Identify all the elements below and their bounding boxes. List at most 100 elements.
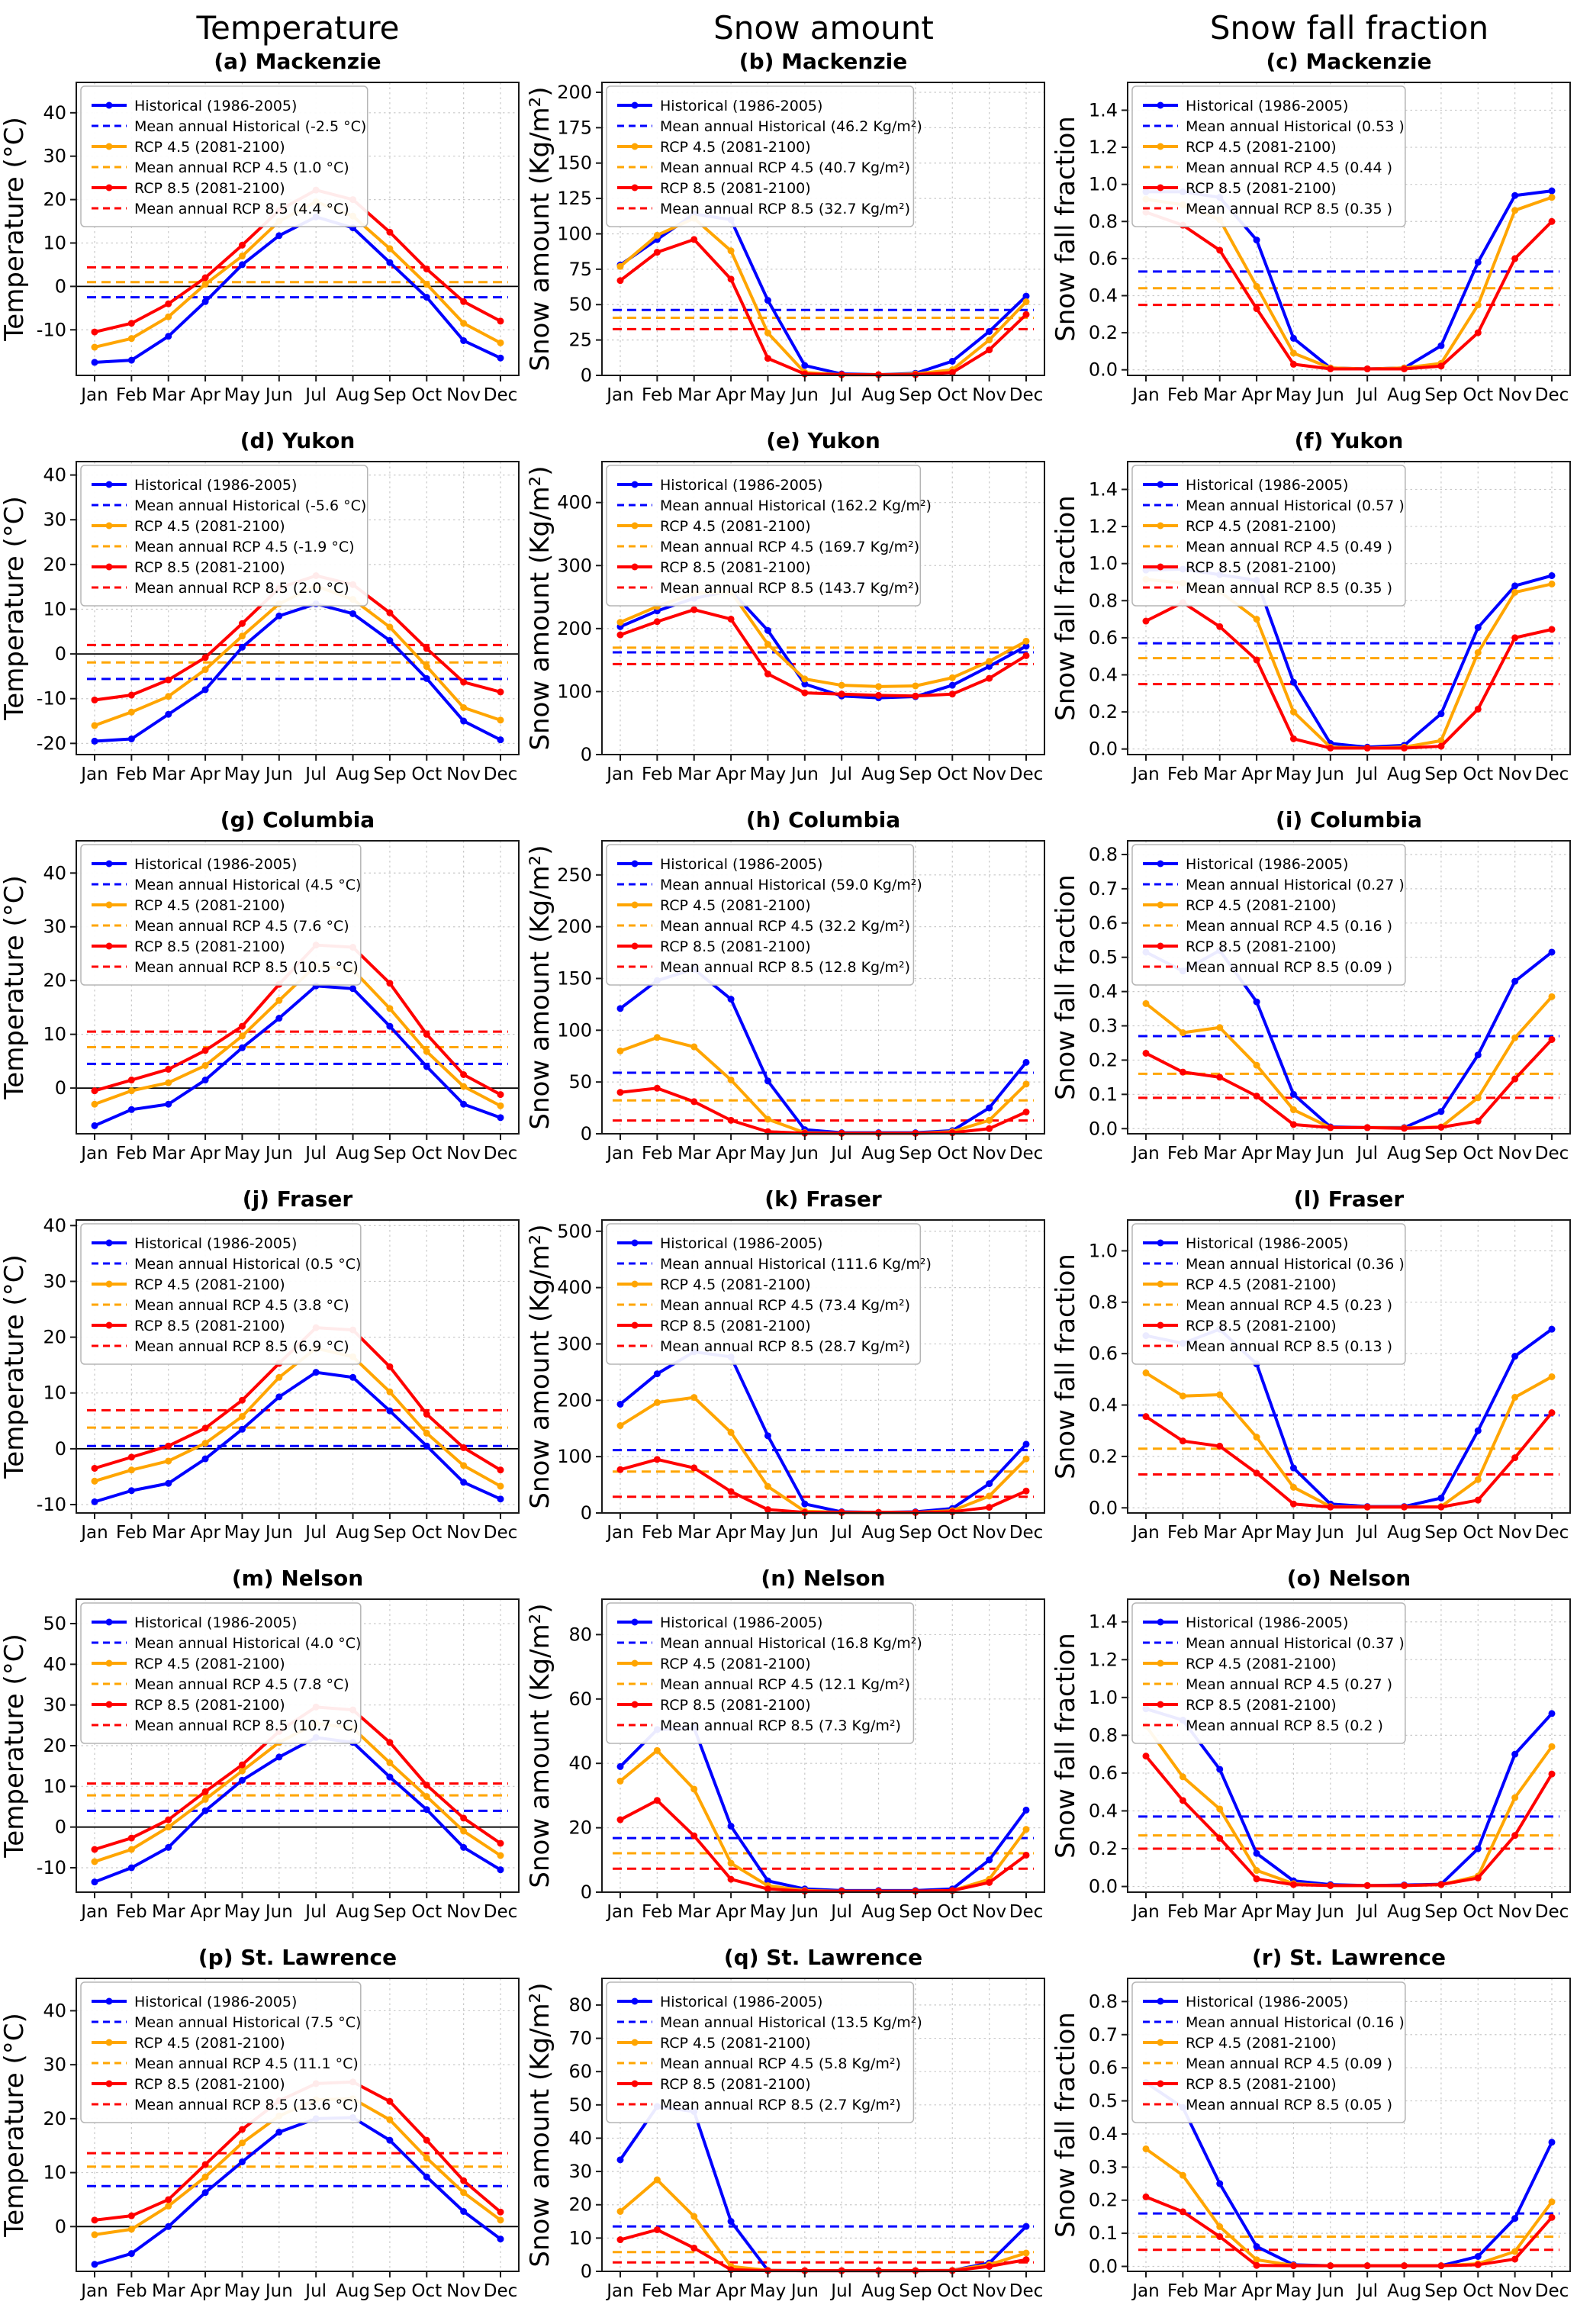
x-tick-label: Mar [152, 764, 185, 784]
marker-rcp45 [1289, 349, 1297, 357]
legend-label: Mean annual RCP 8.5 (12.8 Kg/m²) [660, 959, 910, 976]
y-tick-label: 0.6 [1089, 1762, 1118, 1784]
marker-historical [460, 1479, 468, 1486]
legend-label: Mean annual Historical (0.37 ) [1186, 1635, 1405, 1652]
legend-box [80, 1602, 362, 1744]
marker-historical [497, 1495, 504, 1503]
y-tick-label: 0.6 [1089, 2057, 1118, 2078]
x-tick-label: Nov [446, 1523, 481, 1543]
marker-historical [1289, 1464, 1297, 1472]
legend-sample-marker [105, 143, 113, 150]
legend-label: RCP 4.5 (2081-2100) [1186, 139, 1337, 156]
panel-title: (g) Columbia [220, 807, 375, 832]
marker-rcp85 [127, 320, 135, 327]
marker-rcp45 [838, 681, 845, 689]
legend-label: RCP 8.5 (2081-2100) [660, 180, 811, 197]
y-tick-label: 500 [557, 1221, 592, 1242]
x-tick-label: Jun [790, 1902, 819, 1922]
legend-sample-marker [631, 563, 639, 571]
y-tick-label: 10 [43, 1024, 66, 1045]
marker-rcp85 [1511, 1832, 1519, 1840]
marker-rcp85 [1363, 1881, 1371, 1889]
panel-title: (r) St. Lawrence [1252, 1945, 1446, 1970]
chart-a: -10 0 10 20 30 40 Jan Feb Mar Apr May Jun Jul Aug Sep O… [0, 49, 520, 405]
marker-rcp85 [616, 631, 624, 639]
marker-rcp85 [127, 1834, 135, 1842]
marker-rcp45 [1022, 637, 1030, 645]
marker-historical [423, 674, 430, 682]
x-tick-label: Sep [899, 2281, 932, 2301]
marker-historical [127, 1864, 135, 1872]
x-tick-label: Nov [972, 1902, 1006, 1922]
marker-historical [1437, 342, 1445, 349]
legend-box [1131, 1981, 1406, 2123]
marker-historical [275, 1015, 283, 1022]
y-tick-label: 0.3 [1089, 1016, 1118, 1037]
x-tick-label: Dec [1535, 385, 1569, 405]
y-tick-label: 80 [568, 1624, 592, 1645]
marker-rcp85 [1363, 365, 1371, 372]
column-header-snow-amount: Snow amount [713, 8, 934, 47]
legend-label: RCP 8.5 (2081-2100) [1186, 1318, 1337, 1334]
marker-rcp85 [1474, 1117, 1482, 1125]
x-tick-label: May [224, 1144, 261, 1164]
y-axis-label: Snow amount (Kg/m²) [526, 1982, 555, 2267]
y-tick-label: 100 [557, 681, 592, 702]
x-tick-label: Apr [1241, 764, 1272, 784]
marker-historical [1474, 1427, 1482, 1434]
marker-rcp45 [764, 640, 771, 648]
y-tick-label: 50 [568, 1071, 592, 1093]
legend-label: Mean annual RCP 4.5 (40.7 Kg/m²) [660, 159, 910, 176]
marker-rcp85 [238, 241, 246, 249]
marker-rcp85 [764, 670, 771, 678]
marker-historical [201, 2189, 209, 2197]
chart-m: -10 0 10 20 30 40 50 Jan Feb Mar Apr May Jun Jul Aug Se… [0, 1566, 520, 1922]
y-tick-label: 10 [43, 1382, 66, 1404]
y-tick-label: 0.4 [1089, 2123, 1118, 2145]
marker-rcp45 [1289, 1483, 1297, 1491]
x-tick-label: Aug [861, 2281, 896, 2301]
marker-rcp85 [1401, 365, 1408, 372]
marker-rcp85 [1253, 1469, 1260, 1477]
x-tick-label: May [1276, 1523, 1312, 1543]
marker-rcp45 [91, 722, 98, 729]
marker-rcp45 [1548, 194, 1556, 201]
x-tick-label: May [224, 764, 261, 784]
marker-rcp85 [764, 1885, 771, 1893]
x-tick-label: Mar [1203, 1523, 1237, 1543]
legend-box [80, 465, 369, 607]
marker-historical [423, 294, 430, 301]
x-tick-label: Nov [446, 1144, 481, 1164]
marker-rcp85 [1253, 1875, 1260, 1883]
x-tick-label: Mar [152, 385, 185, 405]
marker-historical [238, 643, 246, 651]
legend-box [606, 1981, 915, 2123]
legend-label: RCP 4.5 (2081-2100) [134, 1276, 285, 1293]
marker-rcp85 [238, 2126, 246, 2133]
y-tick-label: 0.4 [1089, 285, 1118, 306]
legend-label: Historical (1986-2005) [660, 1994, 822, 2010]
marker-historical [275, 612, 283, 620]
y-tick-label: 30 [43, 146, 66, 167]
marker-historical [1474, 259, 1482, 266]
legend-box [606, 85, 915, 227]
legend: Historical (1986-2005) Mean annual Histor… [606, 465, 932, 607]
marker-rcp45 [986, 1116, 993, 1124]
marker-rcp85 [653, 1456, 661, 1463]
legend-label: Mean annual RCP 4.5 (12.1 Kg/m²) [660, 1676, 910, 1693]
marker-rcp85 [1216, 1073, 1224, 1081]
x-tick-label: Jul [304, 764, 327, 784]
series-line-rcp85 [1144, 1754, 1553, 1888]
marker-rcp45 [653, 231, 661, 239]
legend-label: Mean annual Historical (0.16 ) [1186, 2014, 1405, 2031]
y-tick-label: 0.3 [1089, 2156, 1118, 2178]
marker-rcp85 [1253, 2261, 1260, 2269]
marker-rcp85 [1363, 2262, 1371, 2270]
marker-historical [386, 1773, 394, 1781]
x-tick-label: Jul [304, 1902, 327, 1922]
plot-border [1127, 1978, 1571, 2272]
x-tick-label: Aug [1387, 1523, 1421, 1543]
x-tick-label: Jun [790, 385, 819, 405]
marker-historical [1289, 678, 1297, 686]
